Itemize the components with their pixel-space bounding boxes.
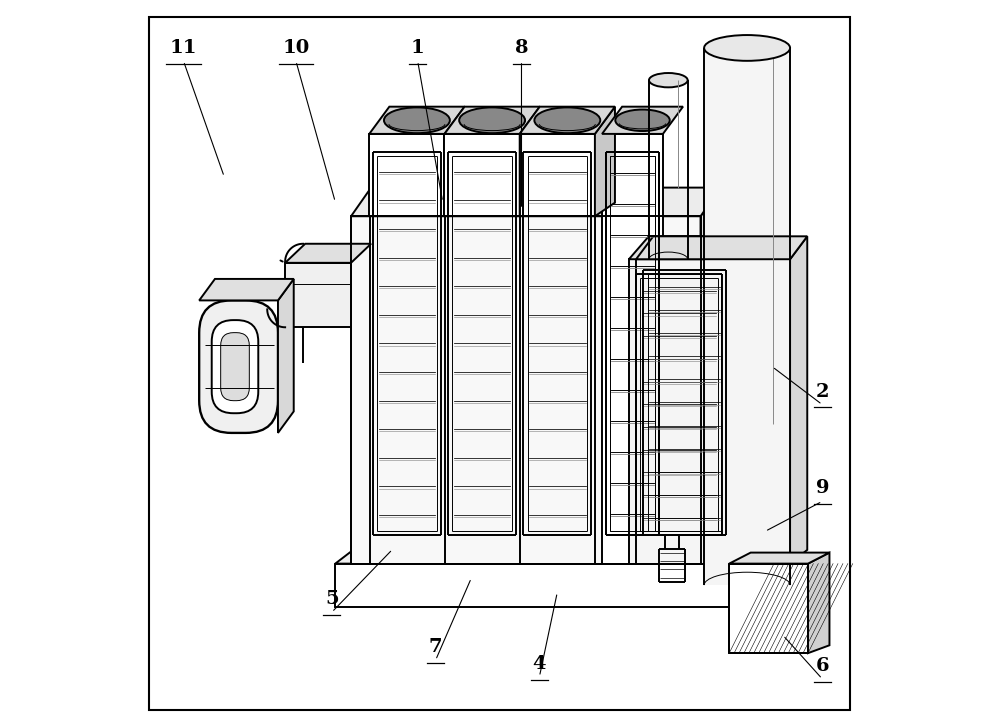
- Text: 4: 4: [533, 655, 546, 673]
- Polygon shape: [278, 279, 294, 433]
- Polygon shape: [808, 553, 829, 653]
- Text: 7: 7: [429, 638, 442, 656]
- Polygon shape: [629, 236, 749, 260]
- Polygon shape: [335, 564, 765, 607]
- Polygon shape: [790, 237, 807, 564]
- Polygon shape: [199, 279, 294, 301]
- Polygon shape: [595, 106, 615, 216]
- Polygon shape: [285, 244, 371, 263]
- Polygon shape: [285, 263, 351, 327]
- Text: 2: 2: [816, 383, 829, 400]
- Polygon shape: [729, 564, 808, 653]
- Polygon shape: [335, 547, 786, 564]
- Polygon shape: [701, 188, 721, 564]
- Ellipse shape: [615, 109, 670, 131]
- Ellipse shape: [704, 35, 790, 61]
- Polygon shape: [351, 216, 701, 564]
- Polygon shape: [444, 134, 520, 216]
- Text: 8: 8: [515, 39, 528, 57]
- Polygon shape: [520, 106, 540, 216]
- Polygon shape: [369, 134, 444, 216]
- Polygon shape: [602, 106, 683, 134]
- Ellipse shape: [459, 107, 525, 133]
- Polygon shape: [765, 547, 786, 607]
- Polygon shape: [636, 237, 807, 260]
- FancyBboxPatch shape: [221, 333, 249, 400]
- Polygon shape: [520, 106, 615, 134]
- FancyBboxPatch shape: [212, 320, 258, 413]
- Polygon shape: [729, 236, 749, 564]
- Polygon shape: [602, 134, 663, 564]
- Polygon shape: [369, 106, 465, 134]
- Ellipse shape: [649, 73, 688, 87]
- Polygon shape: [444, 106, 465, 216]
- Bar: [729, 564, 808, 653]
- Polygon shape: [520, 134, 595, 216]
- Polygon shape: [351, 188, 721, 216]
- FancyBboxPatch shape: [199, 301, 278, 433]
- Polygon shape: [444, 106, 540, 134]
- Text: 11: 11: [170, 39, 197, 57]
- Ellipse shape: [534, 107, 600, 133]
- Polygon shape: [729, 553, 829, 564]
- Ellipse shape: [384, 107, 450, 133]
- Text: 5: 5: [325, 590, 339, 608]
- Polygon shape: [629, 260, 729, 564]
- Text: 10: 10: [282, 39, 310, 57]
- Text: 9: 9: [816, 480, 829, 498]
- Text: 1: 1: [411, 39, 425, 57]
- Text: 6: 6: [815, 657, 829, 675]
- Polygon shape: [636, 260, 790, 564]
- Polygon shape: [704, 48, 790, 585]
